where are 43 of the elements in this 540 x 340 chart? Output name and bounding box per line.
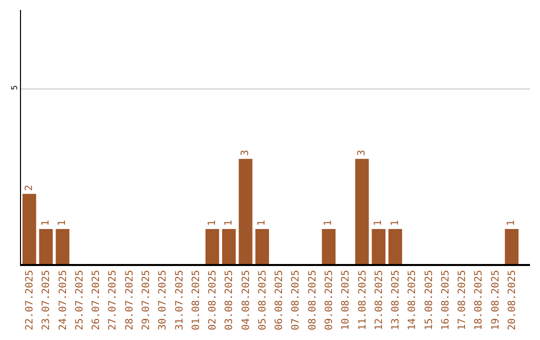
x-tick-label: 05.08.2025	[257, 270, 268, 330]
x-tick-label: 25.07.2025	[74, 270, 86, 330]
x-tick-label: 10.08.2025	[340, 270, 352, 330]
y-tick-label: 5	[10, 85, 19, 90]
x-tick-label: 02.08.2025	[208, 270, 219, 330]
data-label: 3	[356, 150, 368, 156]
x-tick-label: 26.07.2025	[91, 270, 102, 330]
data-label: 1	[57, 220, 68, 226]
data-label: 1	[323, 220, 334, 226]
data-label: 1	[390, 220, 401, 226]
x-tick-label: 24.07.2025	[58, 270, 69, 330]
data-label: 2	[24, 184, 35, 191]
x-tick-label: 22.07.2025	[24, 270, 36, 330]
data-label: 1	[40, 220, 52, 226]
data-label: 1	[506, 220, 518, 226]
x-tick-label: 08.08.2025	[307, 270, 318, 330]
x-tick-label: 27.07.2025	[108, 270, 119, 330]
data-label: 3	[240, 150, 252, 156]
x-tick-label: 13.08.2025	[390, 270, 402, 330]
x-tick-label: 03.08.2025	[224, 270, 236, 330]
x-tick-label: 29.07.2025	[141, 270, 152, 330]
x-tick-label: 09.08.2025	[324, 270, 335, 330]
x-tick-label: 15.08.2025	[424, 270, 435, 330]
data-label: 1	[223, 220, 234, 226]
x-tick-label: 20.08.2025	[506, 270, 518, 330]
x-tick-label: 28.07.2025	[124, 270, 136, 330]
x-tick-label: 31.07.2025	[174, 270, 186, 330]
x-tick-label: 14.08.2025	[407, 270, 418, 330]
data-label: 1	[206, 220, 218, 226]
x-tick-label: 01.08.2025	[190, 270, 202, 330]
x-tick-label: 18.08.2025	[474, 270, 485, 330]
x-tick-label: 11.08.2025	[357, 270, 368, 330]
data-label: 1	[256, 220, 268, 226]
data-label: 1	[373, 220, 384, 226]
x-tick-label: 30.07.2025	[158, 270, 169, 330]
x-tick-label: 23.07.2025	[41, 270, 52, 330]
x-tick-label: 06.08.2025	[274, 270, 286, 330]
x-tick-label: 07.08.2025	[290, 270, 302, 330]
x-tick-label: 17.08.2025	[457, 270, 468, 330]
x-tick-label: 12.08.2025	[374, 270, 385, 330]
x-tick-label: 19.08.2025	[490, 270, 502, 330]
x-tick-label: 04.08.2025	[240, 270, 252, 330]
x-tick-label: 16.08.2025	[440, 270, 452, 330]
